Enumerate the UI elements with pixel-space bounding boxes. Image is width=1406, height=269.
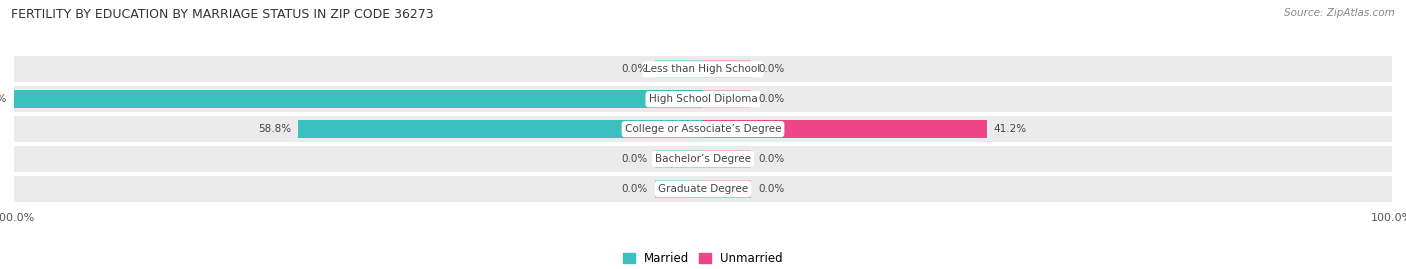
Text: 0.0%: 0.0% bbox=[621, 184, 648, 194]
Bar bbox=[703, 180, 751, 198]
Text: 100.0%: 100.0% bbox=[0, 94, 7, 104]
Text: 0.0%: 0.0% bbox=[758, 154, 785, 164]
Text: High School Diploma: High School Diploma bbox=[648, 94, 758, 104]
Bar bbox=[703, 60, 751, 78]
Text: 0.0%: 0.0% bbox=[758, 94, 785, 104]
Text: College or Associate’s Degree: College or Associate’s Degree bbox=[624, 124, 782, 134]
Bar bbox=[655, 180, 703, 198]
Bar bbox=[655, 150, 703, 168]
Text: 0.0%: 0.0% bbox=[758, 64, 785, 74]
Bar bbox=[14, 56, 1392, 83]
Bar bbox=[703, 150, 751, 168]
Bar bbox=[703, 120, 987, 138]
Bar bbox=[14, 86, 1392, 112]
Bar bbox=[655, 60, 703, 78]
Text: FERTILITY BY EDUCATION BY MARRIAGE STATUS IN ZIP CODE 36273: FERTILITY BY EDUCATION BY MARRIAGE STATU… bbox=[11, 8, 434, 21]
Text: 0.0%: 0.0% bbox=[621, 64, 648, 74]
Bar bbox=[14, 146, 1392, 172]
Bar bbox=[703, 90, 751, 108]
Text: 58.8%: 58.8% bbox=[257, 124, 291, 134]
Text: Bachelor’s Degree: Bachelor’s Degree bbox=[655, 154, 751, 164]
Text: Source: ZipAtlas.com: Source: ZipAtlas.com bbox=[1284, 8, 1395, 18]
Bar bbox=[14, 90, 703, 108]
Text: 0.0%: 0.0% bbox=[621, 154, 648, 164]
Text: Graduate Degree: Graduate Degree bbox=[658, 184, 748, 194]
Bar bbox=[14, 116, 1392, 142]
Text: Less than High School: Less than High School bbox=[645, 64, 761, 74]
Bar bbox=[298, 120, 703, 138]
Bar bbox=[14, 176, 1392, 202]
Text: 0.0%: 0.0% bbox=[758, 184, 785, 194]
Legend: Married, Unmarried: Married, Unmarried bbox=[623, 252, 783, 265]
Text: 41.2%: 41.2% bbox=[994, 124, 1026, 134]
